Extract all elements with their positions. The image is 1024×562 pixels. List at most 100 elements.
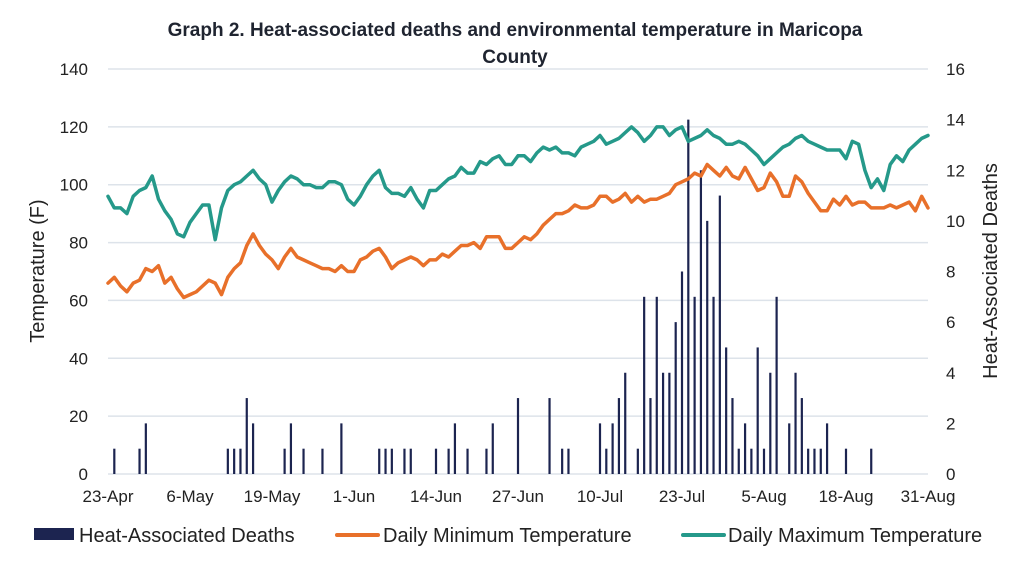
legend: Heat-Associated Deaths Daily Minimum Tem… [34,525,982,547]
death-bar [453,423,457,474]
legend-label-max-temp: Daily Maximum Temperature [728,525,982,547]
death-bar [409,448,412,474]
death-bar [466,448,469,474]
death-bar [434,448,438,474]
left-tick-label: 120 [60,118,88,137]
death-bar [611,423,614,474]
death-bar [731,398,734,474]
death-bar [706,220,709,474]
deaths-bars [113,119,873,474]
left-tick-label: 40 [69,349,88,368]
death-bar [800,398,803,474]
death-bar [239,448,242,474]
death-bar [403,448,406,474]
right-tick-label: 8 [946,263,955,282]
left-tick-label: 80 [69,234,88,253]
chart-title-line-1: Graph 2. Heat-associated deaths and envi… [168,20,863,41]
death-bar [750,448,753,474]
death-bar [819,448,822,474]
left-axis-ticks: 0 20 40 60 80 100 120 140 [60,60,88,484]
legend-label-min-temp: Daily Minimum Temperature [383,525,632,547]
death-bar [605,448,608,474]
legend-label-deaths: Heat-Associated Deaths [79,525,295,547]
death-bar [390,448,393,474]
death-bar [699,170,703,474]
legend-swatch-deaths [34,528,74,540]
death-bar [561,448,564,474]
death-bar [870,448,873,474]
death-bar [668,372,671,474]
death-bar [693,296,696,474]
left-tick-label: 100 [60,176,88,195]
death-bar [844,448,848,474]
death-bar [687,119,690,474]
x-tick-label: 18-Aug [819,487,874,506]
death-bar [762,448,766,474]
death-bar [788,423,791,474]
right-tick-label: 6 [946,313,955,332]
left-axis-label: Temperature (F) [27,199,49,342]
death-bar [617,398,621,474]
death-bar [447,448,450,474]
death-bar [775,296,778,474]
left-tick-label: 20 [69,407,88,426]
x-tick-label: 14-Jun [410,487,462,506]
death-bar [643,296,646,474]
death-bar [794,372,797,474]
left-tick-label: 60 [69,291,88,310]
right-tick-label: 12 [946,161,965,180]
right-tick-label: 16 [946,60,965,79]
right-axis-label: Heat-Associated Deaths [980,163,1002,379]
death-bar [567,448,570,474]
left-tick-label: 140 [60,60,88,79]
death-bar [718,195,721,474]
death-bar [113,448,116,474]
right-tick-label: 4 [946,364,955,383]
death-bar [548,398,551,474]
max-temp-line [106,125,930,242]
death-bar [302,448,305,474]
right-axis-ticks: 0 2 4 6 8 10 12 14 16 [946,60,965,484]
death-bar [769,372,772,474]
death-bar [807,448,810,474]
death-bar [321,448,324,474]
right-tick-label: 2 [946,414,955,433]
x-tick-label: 10-Jul [577,487,623,506]
x-tick-label: 19-May [244,487,301,506]
death-bar [737,448,740,474]
death-bar [756,347,759,474]
death-bar [624,372,627,474]
death-bar [661,372,665,474]
x-tick-label: 31-Aug [901,487,956,506]
right-tick-label: 0 [946,465,955,484]
x-tick-label: 6-May [166,487,214,506]
death-bar [743,423,747,474]
death-bar [340,423,343,474]
death-bar [825,423,829,474]
death-bar [813,448,816,474]
death-bar [598,423,602,474]
death-bar [516,398,520,474]
death-bar [138,448,141,474]
death-bar [680,271,684,474]
death-bar [226,448,229,474]
death-bar [283,448,286,474]
death-bar [289,423,293,474]
right-tick-label: 14 [946,111,965,130]
x-tick-label: 1-Jun [333,487,376,506]
min-temp-line [106,162,930,300]
death-bar [245,398,248,474]
death-bar [636,448,639,474]
death-bar [491,423,494,474]
death-bar [674,322,677,474]
left-tick-label: 0 [79,465,88,484]
death-bar [655,296,658,474]
x-tick-label: 27-Jun [492,487,544,506]
death-bar [144,423,147,474]
chart-title-line-2: County [482,47,548,68]
right-tick-label: 10 [946,212,965,231]
death-bar [649,398,652,474]
x-axis-ticks: 23-Apr 6-May 19-May 1-Jun 14-Jun 27-Jun 10-Jul… [82,487,955,506]
